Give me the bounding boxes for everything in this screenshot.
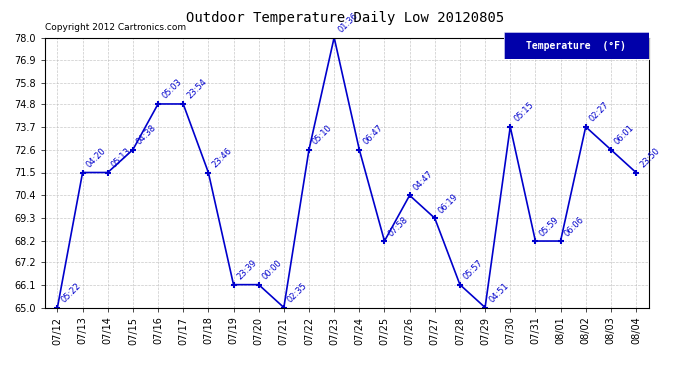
Text: 07:58: 07:58 <box>386 214 410 238</box>
Text: 02:27: 02:27 <box>588 100 611 124</box>
Text: Copyright 2012 Cartronics.com: Copyright 2012 Cartronics.com <box>45 23 186 32</box>
Text: 04:51: 04:51 <box>487 281 510 304</box>
Text: 02:35: 02:35 <box>286 281 309 304</box>
Text: 04:47: 04:47 <box>412 169 435 192</box>
Text: 23:50: 23:50 <box>638 146 661 170</box>
Text: 06:47: 06:47 <box>362 123 384 147</box>
Text: 23:46: 23:46 <box>210 146 234 170</box>
Text: 00:00: 00:00 <box>261 258 284 282</box>
Text: 05:15: 05:15 <box>512 100 535 124</box>
Text: 01:36: 01:36 <box>336 11 359 34</box>
Text: 04:38: 04:38 <box>135 123 158 147</box>
Text: 06:06: 06:06 <box>562 214 586 238</box>
Text: 23:54: 23:54 <box>185 78 208 101</box>
Text: 05:13: 05:13 <box>110 146 133 170</box>
Text: 05:10: 05:10 <box>311 123 334 147</box>
Text: 04:20: 04:20 <box>85 146 108 170</box>
Text: 05:03: 05:03 <box>160 78 184 101</box>
Text: 23:39: 23:39 <box>235 258 259 282</box>
Text: 05:57: 05:57 <box>462 258 485 282</box>
Text: 06:01: 06:01 <box>613 123 636 147</box>
Text: 06:19: 06:19 <box>437 192 460 215</box>
Text: 05:22: 05:22 <box>59 281 83 304</box>
Text: Outdoor Temperature Daily Low 20120805: Outdoor Temperature Daily Low 20120805 <box>186 11 504 25</box>
Text: 05:59: 05:59 <box>538 215 560 238</box>
